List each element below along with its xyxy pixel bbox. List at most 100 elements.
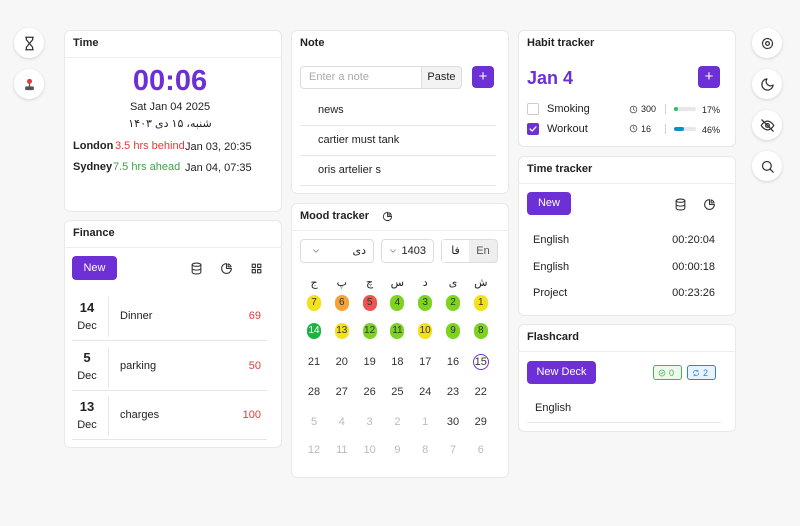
calendar-day: 24 — [419, 386, 432, 398]
time-tracker-card — [518, 156, 736, 316]
divider — [108, 346, 109, 387]
deck-name: English — [535, 402, 572, 414]
entry-day: 13 — [79, 399, 95, 414]
mood-dot — [473, 295, 488, 311]
date: Sat Jan 04 2025 — [129, 101, 211, 113]
checkbox[interactable] — [527, 122, 539, 135]
calendar-day: 13 — [336, 325, 348, 336]
habit-card — [518, 30, 736, 147]
new-button[interactable]: New — [527, 192, 571, 215]
calendar-day: 10 — [363, 444, 376, 456]
calendar-day: 8 — [478, 325, 484, 336]
language-option[interactable]: فا — [442, 240, 469, 262]
mood-dot — [473, 323, 488, 339]
calendar-day: 29 — [474, 416, 487, 428]
add-note-button[interactable]: + — [472, 66, 494, 88]
calendar-day: 3 — [366, 416, 373, 428]
calendar-day: 21 — [307, 356, 321, 368]
new-deck-button[interactable]: New Deck — [527, 361, 596, 384]
calendar-day: 12 — [364, 325, 376, 336]
entry-day: 14 — [79, 300, 95, 315]
calendar-day: 2 — [450, 297, 456, 308]
weekday: ج — [310, 277, 318, 289]
calendar-day: 14 — [308, 325, 320, 336]
city-offset: 7.5 hrs ahead — [113, 161, 181, 173]
city-datetime: Jan 04, 07:35 — [185, 162, 252, 174]
note-item: news — [318, 104, 344, 116]
calendar-day: 5 — [366, 297, 373, 308]
mood-dot — [390, 295, 405, 311]
icon-shape — [256, 268, 261, 273]
habit-count: 300 — [641, 104, 657, 114]
database-icon — [675, 198, 685, 210]
habit-name: Smoking — [547, 103, 590, 115]
habit-percent: 46% — [701, 124, 720, 135]
calendar-day: 22 — [474, 386, 487, 398]
calendar-day: 15 — [474, 356, 487, 368]
calendar-day: 18 — [391, 356, 404, 368]
mood-dot — [418, 295, 433, 311]
timer-button-icon — [24, 36, 34, 50]
settings-button[interactable] — [752, 28, 782, 58]
icon-shape — [675, 198, 685, 203]
mood-dot — [362, 323, 377, 339]
divider — [518, 351, 736, 352]
divider — [518, 183, 736, 184]
tracker-label: English — [533, 260, 570, 273]
chevron-icon — [390, 249, 396, 253]
badge-icon — [693, 369, 699, 376]
icon-shape — [256, 263, 261, 268]
entry-month: Dec — [77, 369, 97, 382]
icon-shape — [675, 199, 685, 210]
city-datetime: Jan 03, 20:35 — [185, 141, 252, 153]
city-offset: 3.5 hrs behind — [115, 140, 185, 152]
weekday: س — [390, 277, 405, 289]
calendar-day: 16 — [446, 356, 460, 368]
divider — [72, 439, 267, 440]
card-title: Time tracker — [527, 163, 593, 175]
calendar-day: 7 — [449, 444, 457, 456]
icon-shape — [390, 249, 396, 253]
calendar-day: 10 — [419, 325, 431, 336]
note-item: cartier must tank — [318, 134, 400, 146]
divider — [665, 123, 666, 134]
weekday: چ — [366, 277, 374, 289]
tracker-label: Project — [533, 287, 568, 299]
badge-count: 0 — [669, 368, 675, 378]
search-button[interactable] — [752, 151, 782, 181]
icon-shape — [632, 106, 635, 111]
tracker-duration: 00:20:04 — [672, 234, 715, 246]
icon-shape — [660, 371, 664, 374]
entry-day: 5 — [83, 349, 91, 365]
progress-bar — [674, 107, 678, 111]
language-option[interactable]: En — [476, 245, 490, 257]
icon-shape — [24, 36, 34, 50]
divider — [72, 340, 267, 341]
badge — [653, 365, 682, 380]
calendar-day: 7 — [311, 297, 317, 308]
year-select[interactable] — [381, 239, 434, 263]
year-value: 1403 — [401, 245, 426, 257]
entry-label: parking — [120, 359, 157, 372]
divider — [527, 422, 721, 423]
habit-percent: 17% — [701, 105, 720, 115]
icon-shape — [693, 369, 699, 376]
calendar-day: 23 — [446, 386, 460, 398]
icon-shape — [764, 40, 770, 46]
progress-bar — [674, 126, 685, 131]
new-button[interactable]: New — [72, 256, 117, 280]
icon-shape — [191, 262, 201, 267]
icon-shape — [710, 198, 715, 203]
month-select[interactable] — [300, 239, 374, 263]
calendar-day: 12 — [307, 444, 321, 456]
calendar-day: 1 — [478, 297, 484, 308]
icon-shape — [28, 82, 30, 87]
paste-button[interactable]: Paste — [421, 66, 462, 89]
mood-dot — [307, 295, 321, 311]
add-habit-button[interactable]: + — [698, 66, 720, 88]
weekday: پ — [336, 277, 347, 289]
icon-shape — [761, 160, 772, 171]
checkbox[interactable] — [527, 103, 539, 115]
tracker-label: English — [533, 234, 570, 246]
calendar-day: 11 — [392, 325, 403, 336]
